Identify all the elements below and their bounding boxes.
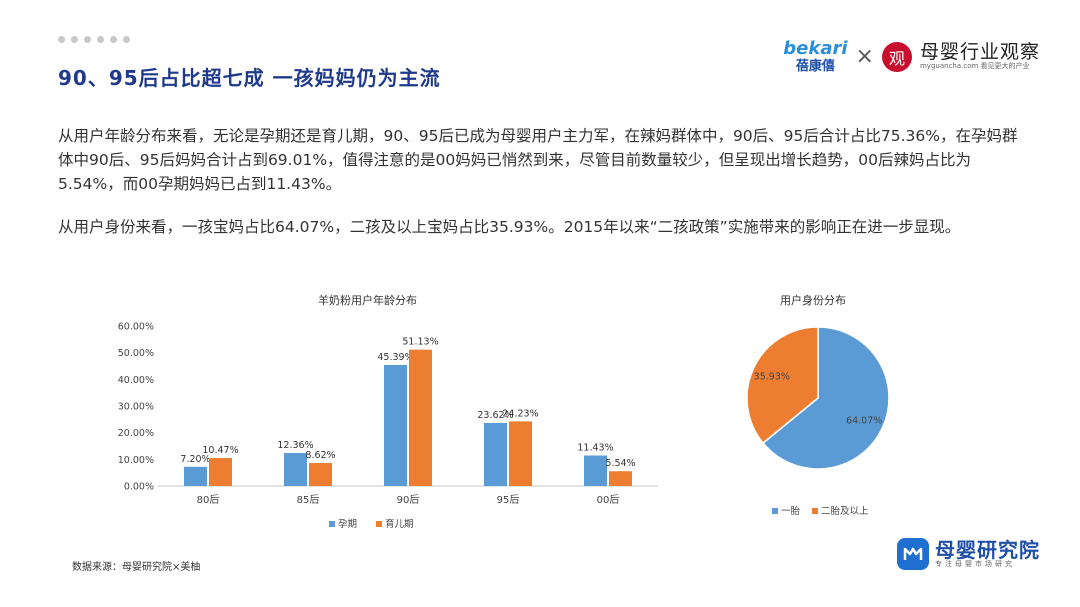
legend-label: 孕期	[338, 519, 357, 530]
x-tick-label: 95后	[497, 494, 520, 506]
data-label: 8.62%	[305, 450, 335, 461]
bar-pregnancy	[484, 423, 507, 486]
legend-swatch	[376, 521, 382, 527]
m-logo-icon	[897, 538, 929, 570]
data-label: 7.20%	[180, 454, 210, 465]
data-label: 10.47%	[202, 445, 238, 456]
y-tick-label: 0.00%	[124, 482, 154, 493]
bar-parenting	[409, 349, 432, 486]
bar-pregnancy	[584, 455, 607, 486]
bar-pregnancy	[384, 364, 407, 486]
x-tick-label: 85后	[297, 494, 320, 506]
paragraph-age: 从用户年龄分布来看，无论是孕期还是育儿期，90、95后已成为母婴用户主力军，在辣…	[58, 127, 1018, 193]
bar-pregnancy	[284, 453, 307, 486]
pie-data-label: 64.07%	[846, 415, 882, 426]
y-tick-label: 20.00%	[118, 428, 154, 439]
partner-logos: bekari 蓓康僖 × 观 母婴行业观察 myguancha.com 看见更大…	[783, 35, 1040, 78]
data-source: 数据来源：母婴研究院×美柚	[72, 562, 201, 573]
legend-label: 育儿期	[385, 518, 414, 530]
pie-chart: 64.07% 35.93% 一胎 二胎及以上	[746, 326, 890, 517]
x-tick-label: 80后	[197, 494, 220, 506]
bekari-logo-chinese: 蓓康僖	[795, 59, 835, 74]
y-tick-label: 10.00%	[118, 455, 154, 466]
legend-swatch	[772, 508, 778, 514]
legend-swatch	[812, 508, 818, 514]
data-label: 51.13%	[402, 337, 438, 348]
bekari-logo-text: bekari	[783, 38, 848, 59]
data-label: 45.39%	[377, 352, 413, 363]
myguancha-logo: 母婴行业观察 myguancha.com 看见更大的产业	[920, 42, 1040, 71]
pie-data-label: 35.93%	[754, 372, 790, 383]
x-tick-label: 90后	[397, 494, 420, 506]
bar-chart-title: 羊奶粉用户年龄分布	[318, 294, 417, 307]
brand-name: 母婴研究院	[935, 538, 1040, 563]
data-label: 11.43%	[577, 443, 613, 454]
myguancha-seal-char: 观	[888, 48, 905, 68]
y-tick-label: 60.00%	[118, 322, 154, 333]
legend-label: 二胎及以上	[821, 505, 869, 517]
y-tick-label: 30.00%	[118, 402, 154, 413]
bar-pregnancy	[184, 466, 207, 486]
bekari-logo: bekari 蓓康僖	[783, 38, 848, 74]
legend-label: 一胎	[781, 505, 801, 517]
data-label: 24.23%	[502, 408, 538, 419]
data-label: 5.54%	[605, 458, 635, 469]
bar-chart: 0.00% 10.00% 20.00% 30.00% 40.00% 50.00% 60.00…	[118, 322, 658, 530]
x-tick-label: 00后	[597, 494, 620, 506]
y-tick-label: 40.00%	[118, 375, 154, 386]
research-institute-logo: 母婴研究院 专注母婴市场研究	[897, 538, 1040, 570]
y-tick-label: 50.00%	[118, 348, 154, 359]
legend-swatch	[329, 521, 335, 527]
brand-slogan: 专注母婴市场研究	[935, 560, 1015, 569]
bar-parenting	[209, 458, 232, 486]
bar-parenting	[309, 463, 332, 486]
myguancha-slogan: myguancha.com 看见更大的产业	[919, 62, 1030, 71]
pie-slice-first-child	[762, 326, 890, 470]
page-title: 90、95后占比超七成 一孩妈妈仍为主流	[58, 66, 441, 90]
data-label: 12.36%	[277, 440, 313, 451]
times-symbol: ×	[855, 44, 874, 69]
pie-chart-title: 用户身份分布	[780, 294, 846, 307]
bar-parenting	[609, 471, 632, 486]
paragraph-identity: 从用户身份来看，一孩宝妈占比64.07%，二孩及以上宝妈占比35.93%。201…	[58, 218, 961, 236]
bar-parenting	[509, 421, 532, 486]
data-label: 23.62%	[477, 410, 513, 421]
pie-slice-second-child-plus	[746, 326, 819, 445]
myguancha-seal-icon: 观	[875, 35, 919, 78]
myguancha-name: 母婴行业观察	[919, 41, 1040, 64]
decorative-dots	[58, 36, 130, 43]
